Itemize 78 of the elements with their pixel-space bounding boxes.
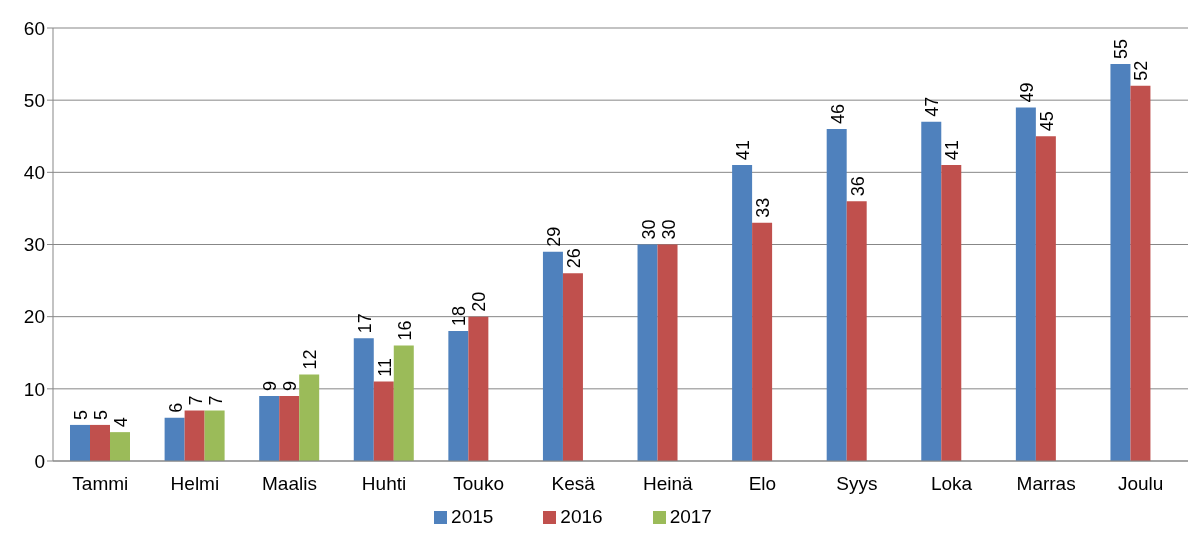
data-label: 49 [1016,82,1037,103]
bar [184,410,205,461]
data-label: 11 [374,357,395,377]
bar [846,201,867,461]
data-label: 7 [205,395,226,406]
bar [259,396,280,461]
data-label: 16 [394,320,415,341]
data-label: 41 [733,140,754,161]
data-label: 9 [260,381,281,392]
x-tick-label: Tammi [72,473,129,495]
bar [204,410,225,461]
x-tick-label: Kesä [551,473,596,495]
bar [90,424,111,461]
data-label: 26 [563,248,584,269]
y-tick-label: 20 [23,306,45,328]
data-label: 41 [942,140,963,161]
data-label: 5 [91,409,112,420]
data-label: 30 [658,219,679,240]
legend-label: 2017 [669,506,712,527]
x-tick-label: Joulu [1118,473,1164,495]
bar [279,396,300,461]
x-tick-label: Helmi [170,473,220,495]
bar [299,374,320,461]
data-label: 52 [1131,60,1152,81]
bar [921,121,942,461]
bar [562,273,583,461]
x-tick-label: Loka [930,473,973,495]
data-label: 33 [753,197,774,218]
data-label: 5 [71,409,92,420]
y-tick-label: 10 [23,378,45,400]
data-label: 4 [111,417,132,428]
bar [1035,136,1056,461]
data-label: 18 [449,306,470,327]
bar [542,251,563,461]
x-tick-label: Heinä [642,473,694,495]
data-label: 45 [1036,111,1057,132]
bar [941,165,962,461]
bar [657,244,678,461]
bar [468,316,489,461]
bar [1130,85,1151,461]
y-tick-label: 50 [23,89,45,111]
y-tick-label: 40 [23,162,45,184]
data-label: 9 [280,381,301,392]
bar [393,345,414,461]
data-label: 29 [543,226,564,247]
y-tick-label: 60 [23,17,45,39]
legend-label: 2016 [560,506,603,527]
data-label: 17 [354,313,375,334]
bar [448,331,469,461]
data-label: 30 [638,219,659,240]
data-label: 36 [847,176,868,197]
bar [70,424,91,461]
bar [1110,64,1131,461]
legend-label: 2015 [451,506,494,527]
bar [732,165,753,461]
y-tick-label: 30 [23,234,45,256]
bar [752,222,773,461]
x-tick-label: Marras [1016,473,1076,495]
bar [164,417,185,461]
bar [353,338,374,461]
bar [110,432,131,461]
y-tick-label: 0 [34,450,45,472]
data-label: 12 [300,349,321,370]
data-label: 55 [1111,39,1132,60]
data-label: 20 [469,291,490,312]
x-tick-label: Touko [453,473,504,495]
bar [637,244,658,461]
x-tick-label: Huhti [361,473,407,495]
x-tick-label: Syys [836,473,878,495]
data-label: 46 [827,104,848,125]
bar [1015,107,1036,461]
bar [826,129,847,461]
x-tick-label: Maalis [262,473,317,495]
bar [373,381,394,461]
data-label: 47 [922,96,943,117]
x-tick-label: Elo [748,473,777,495]
data-label: 6 [165,402,186,413]
data-label: 7 [185,395,206,406]
